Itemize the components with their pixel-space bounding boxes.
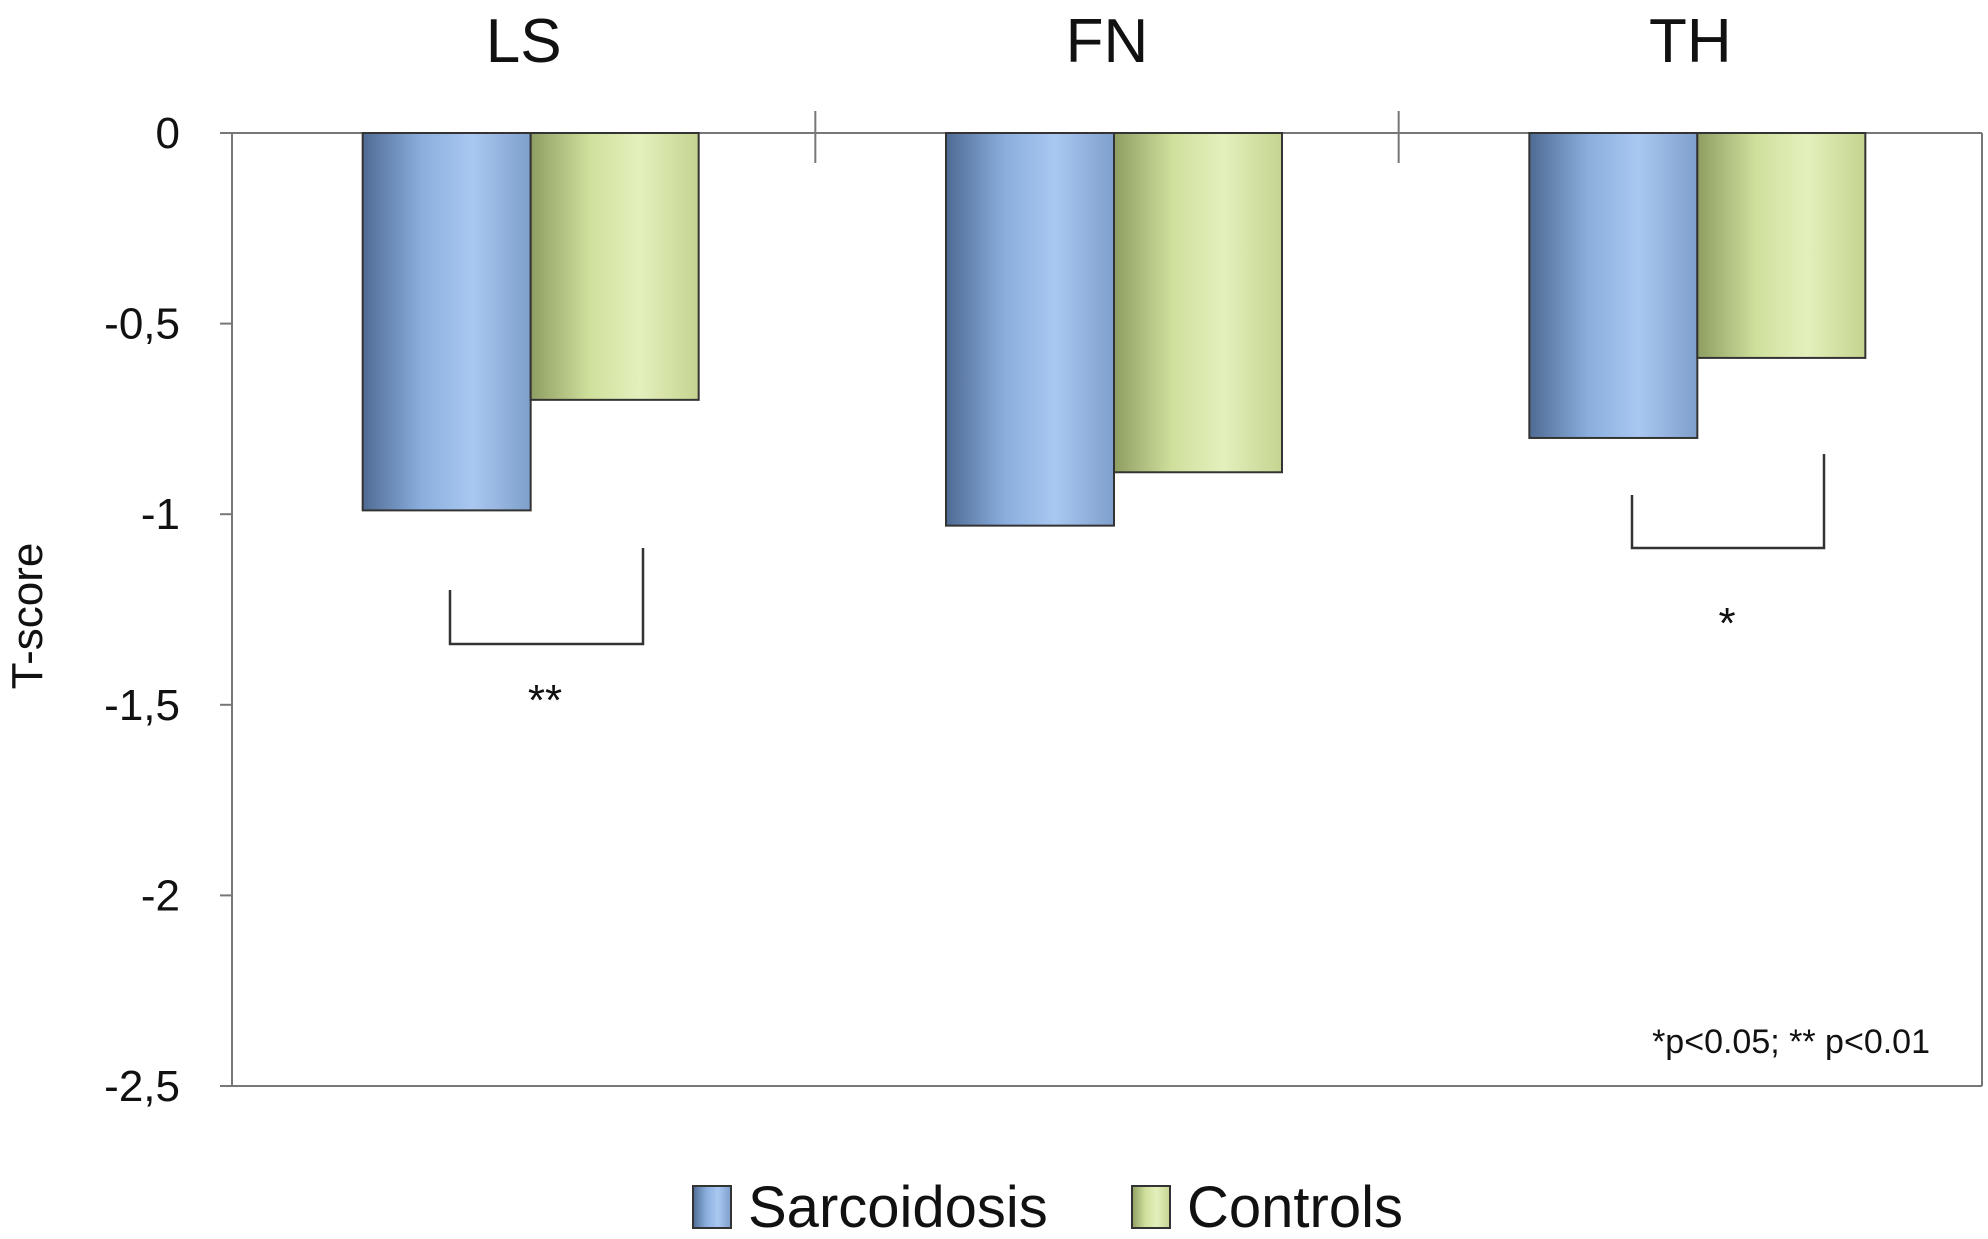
significance-bracket [448,548,645,646]
category-label: TH [1649,7,1732,76]
y-tick-label: -1,5 [104,681,180,730]
bars [361,132,1867,527]
bar-controls-th [1696,132,1867,359]
y-tick-label: 0 [156,109,180,158]
y-tick-label: -1 [141,490,180,539]
y-axis-ticks: 0 -0,5 -1 -1,5 -2 -2,5 [104,109,232,1111]
significance-bracket [1630,454,1826,550]
category-label: FN [1066,7,1149,76]
legend-swatch [692,1185,732,1229]
bar-sarcoidosis-fn [945,132,1115,527]
y-tick-label: -0,5 [104,300,180,349]
legend-swatch [1131,1185,1171,1229]
significance-brackets: *** [448,454,1826,725]
y-tick-label: -2,5 [104,1062,180,1111]
y-axis-title: T-score [3,543,52,690]
category-labels: LS FN TH [486,7,1732,76]
y-tick-label: -2 [141,871,180,920]
legend-label: Sarcoidosis [748,1175,1048,1239]
significance-marker: ** [528,676,562,725]
bar-controls-fn [1113,132,1283,474]
bar-controls-ls [529,132,700,401]
legend-label: Controls [1187,1175,1403,1239]
category-label: LS [486,7,562,76]
significance-marker: * [1718,599,1735,648]
bar-sarcoidosis-th [1528,132,1699,439]
significance-note: *p<0.05; ** p<0.01 [1652,1023,1930,1061]
bar-sarcoidosis-ls [361,132,532,512]
legend: Sarcoidosis Controls [692,1175,1403,1239]
